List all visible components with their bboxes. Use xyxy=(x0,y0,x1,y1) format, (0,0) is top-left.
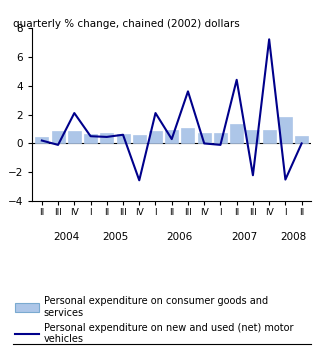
Bar xyxy=(214,133,227,143)
Bar xyxy=(149,131,162,143)
Text: 2004: 2004 xyxy=(53,232,79,242)
Text: 2006: 2006 xyxy=(167,232,193,242)
Bar xyxy=(133,135,146,143)
Bar xyxy=(295,136,308,143)
Bar xyxy=(84,134,97,143)
Bar xyxy=(68,131,81,143)
Text: quarterly % change, chained (2002) dollars: quarterly % change, chained (2002) dolla… xyxy=(13,19,239,29)
Bar xyxy=(117,134,129,143)
Bar xyxy=(198,133,211,143)
Bar xyxy=(279,117,292,143)
Legend: Personal expenditure on consumer goods and
services, Personal expenditure on new: Personal expenditure on consumer goods a… xyxy=(15,296,293,345)
Bar xyxy=(181,128,195,143)
Bar xyxy=(35,137,48,143)
Text: 2008: 2008 xyxy=(280,232,307,242)
Bar xyxy=(100,133,113,143)
Bar xyxy=(263,130,276,143)
Bar xyxy=(52,131,65,143)
Text: 2007: 2007 xyxy=(232,232,258,242)
Bar xyxy=(247,130,259,143)
Text: 2005: 2005 xyxy=(102,232,128,242)
Bar xyxy=(230,124,243,143)
Bar xyxy=(165,130,178,143)
